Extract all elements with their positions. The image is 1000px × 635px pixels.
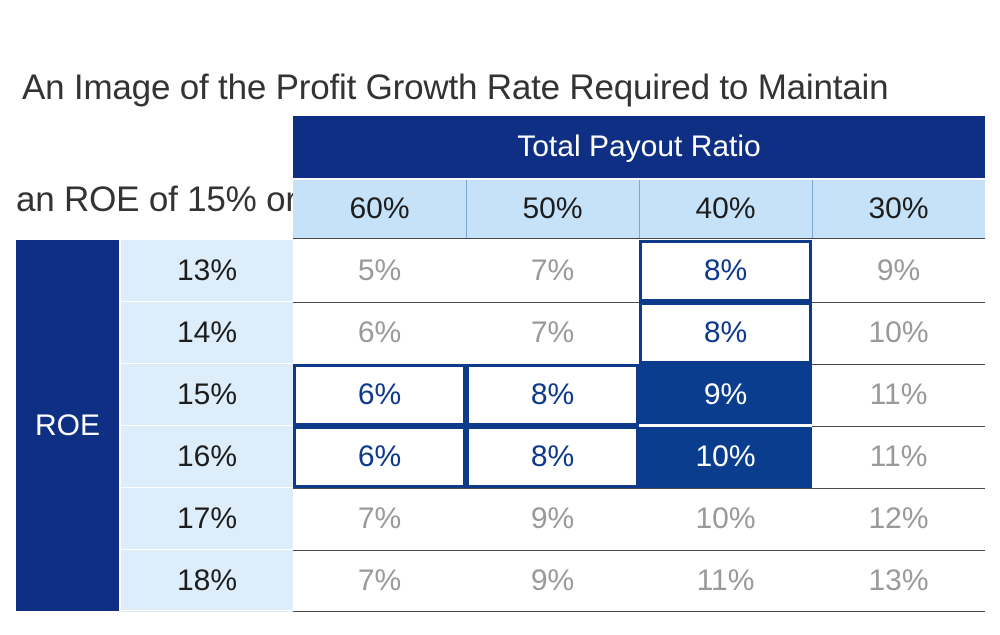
value-cell: 10% bbox=[868, 316, 929, 349]
row-group-header: ROE bbox=[16, 240, 119, 611]
row-header-5: 18% bbox=[121, 550, 293, 612]
value-cell: 12% bbox=[868, 502, 929, 535]
column-header-3: 30% bbox=[812, 180, 985, 238]
value-cell: 6% bbox=[293, 426, 466, 488]
grid-line bbox=[293, 550, 985, 551]
column-header-0: 60% bbox=[293, 180, 466, 238]
value-cell: 6% bbox=[293, 364, 466, 426]
value-cell: 9% bbox=[876, 254, 921, 287]
value-cell: 7% bbox=[530, 316, 575, 349]
row-header-divider bbox=[121, 425, 293, 426]
value-cell: 9% bbox=[639, 364, 812, 426]
row-header-0: 13% bbox=[121, 240, 293, 302]
column-header-divider bbox=[812, 180, 813, 238]
value-cell: 7% bbox=[357, 564, 402, 597]
value-cell: 11% bbox=[696, 564, 755, 597]
row-header-1: 14% bbox=[121, 302, 293, 364]
value-cell: 8% bbox=[639, 302, 812, 364]
value-cell: 11% bbox=[869, 440, 928, 473]
value-cell: 10% bbox=[695, 502, 756, 535]
value-cell: 6% bbox=[357, 316, 402, 349]
value-cell: 9% bbox=[530, 502, 575, 535]
value-cell: 8% bbox=[466, 426, 639, 488]
column-header-divider bbox=[639, 180, 640, 238]
value-cell: 5% bbox=[357, 254, 402, 287]
grid-line bbox=[293, 611, 985, 612]
column-header-2: 40% bbox=[639, 180, 812, 238]
grid-line bbox=[293, 238, 985, 239]
grid-line bbox=[293, 488, 985, 489]
value-cell: 10% bbox=[639, 426, 812, 488]
row-header-divider bbox=[121, 549, 293, 550]
value-cell: 8% bbox=[639, 240, 812, 302]
column-header-divider bbox=[466, 180, 467, 238]
row-header-divider bbox=[121, 301, 293, 302]
value-cell: 13% bbox=[868, 564, 929, 597]
row-header-4: 17% bbox=[121, 488, 293, 550]
row-header-divider bbox=[121, 610, 293, 611]
column-header-1: 50% bbox=[466, 180, 639, 238]
value-cell: 8% bbox=[466, 364, 639, 426]
value-cell: 11% bbox=[869, 378, 928, 411]
row-header-3: 16% bbox=[121, 426, 293, 488]
column-group-header: Total Payout Ratio bbox=[293, 116, 985, 178]
value-cell: 7% bbox=[530, 254, 575, 287]
row-header-divider bbox=[121, 363, 293, 364]
row-header-divider bbox=[121, 487, 293, 488]
row-header-2: 15% bbox=[121, 364, 293, 426]
value-cell: 9% bbox=[530, 564, 575, 597]
value-cell: 7% bbox=[357, 502, 402, 535]
chart-title-line-1: An Image of the Profit Growth Rate Requi… bbox=[22, 68, 889, 107]
filled-cell-separator bbox=[639, 424, 812, 427]
